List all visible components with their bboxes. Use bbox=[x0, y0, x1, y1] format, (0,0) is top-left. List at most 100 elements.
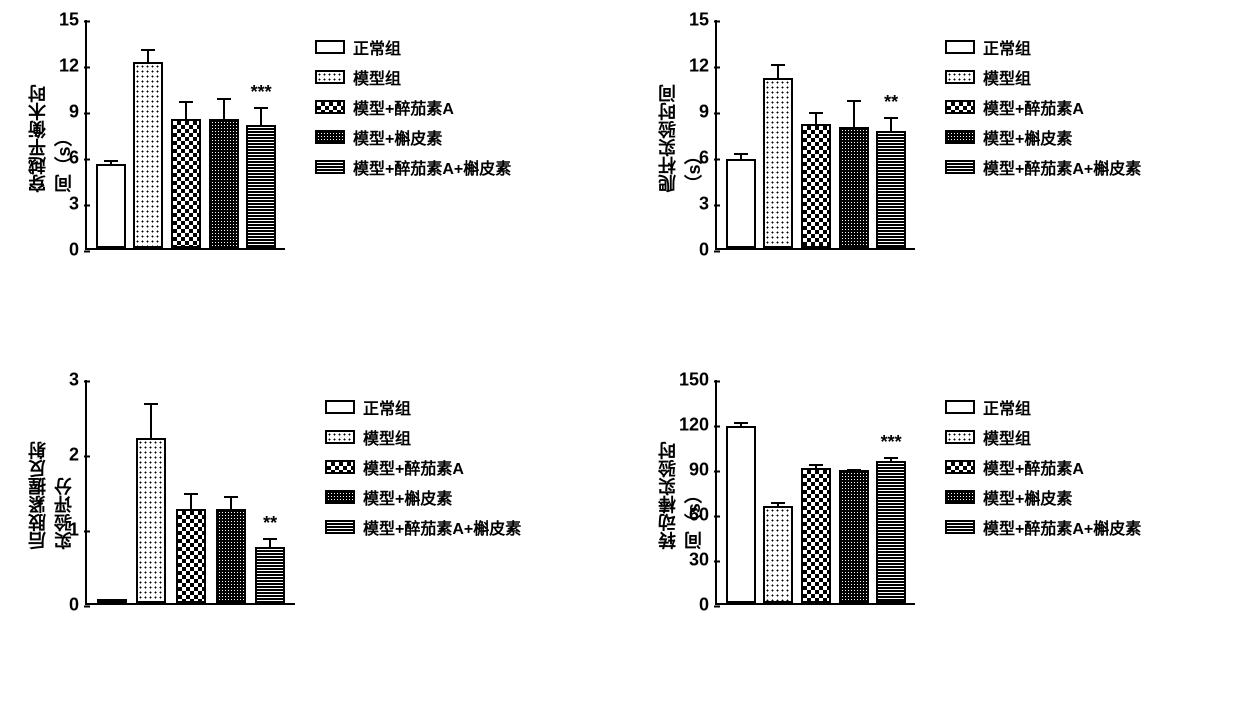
error-cap bbox=[184, 493, 198, 495]
bar bbox=[726, 159, 756, 248]
legend-swatch bbox=[945, 430, 975, 444]
error-bar bbox=[853, 100, 855, 129]
bar bbox=[876, 461, 906, 604]
y-tick: 12 bbox=[59, 56, 87, 77]
bar bbox=[801, 468, 831, 603]
error-cap bbox=[263, 538, 277, 540]
y-tick: 0 bbox=[69, 240, 87, 261]
chart2-plot: 03691215** bbox=[715, 20, 915, 250]
bar bbox=[97, 599, 127, 603]
error-cap bbox=[734, 422, 748, 424]
y-tick: 6 bbox=[699, 148, 717, 169]
legend-item: 模型+醉茄素A bbox=[945, 455, 1141, 479]
error-cap bbox=[179, 101, 193, 103]
error-cap bbox=[141, 49, 155, 51]
y-tick: 150 bbox=[679, 370, 717, 391]
bar-wrapper bbox=[96, 164, 126, 248]
legend-swatch bbox=[325, 520, 355, 534]
error-cap bbox=[771, 64, 785, 66]
legend-label: 模型+槲皮素 bbox=[983, 125, 1072, 149]
bar-wrapper bbox=[763, 506, 793, 604]
y-tick: 3 bbox=[699, 194, 717, 215]
bar bbox=[209, 119, 239, 248]
bar bbox=[176, 509, 206, 603]
error-bar bbox=[223, 98, 225, 121]
error-bar bbox=[230, 496, 232, 511]
error-cap bbox=[144, 403, 158, 405]
bar-wrapper: *** bbox=[876, 461, 906, 604]
legend-swatch bbox=[945, 100, 975, 114]
error-cap bbox=[847, 469, 861, 471]
legend-label: 模型组 bbox=[983, 425, 1031, 449]
legend-label: 模型+醉茄素A bbox=[353, 95, 454, 119]
bar-wrapper: *** bbox=[246, 125, 276, 248]
error-bar bbox=[190, 493, 192, 512]
chart4-area: 转动棒实验时间（s）0306090120150*** bbox=[660, 380, 915, 605]
bar-wrapper: ** bbox=[255, 547, 285, 603]
legend-label: 正常组 bbox=[353, 35, 401, 59]
legend-item: 模型+醉茄素A+槲皮素 bbox=[945, 515, 1141, 539]
chart4-container: 转动棒实验时间（s）0306090120150*** 正常组模型组模型+醉茄素A 模… bbox=[660, 380, 1141, 605]
error-bar bbox=[777, 64, 779, 79]
legend-swatch bbox=[945, 520, 975, 534]
chart2-container: 爬杆实验时间（s）03691215**正常组模型组模型+醉茄素A模型+槲皮素模型… bbox=[660, 20, 1141, 250]
legend-label: 模型+醉茄素A bbox=[363, 455, 464, 479]
error-bar bbox=[815, 112, 817, 126]
chart2-bars: ** bbox=[717, 20, 915, 248]
bar-wrapper bbox=[176, 509, 206, 603]
error-bar bbox=[269, 538, 271, 549]
legend-swatch bbox=[315, 130, 345, 144]
y-tick: 6 bbox=[69, 148, 87, 169]
error-cap bbox=[771, 502, 785, 504]
bar-wrapper bbox=[97, 599, 127, 603]
chart3-plot: 0123** bbox=[85, 380, 295, 605]
legend-label: 正常组 bbox=[363, 395, 411, 419]
legend-label: 模型+醉茄素A+槲皮素 bbox=[983, 515, 1141, 539]
legend-label: 正常组 bbox=[983, 35, 1031, 59]
error-bar bbox=[777, 502, 779, 508]
legend-label: 模型+醉茄素A bbox=[983, 455, 1084, 479]
legend-label: 模型+醉茄素A+槲皮素 bbox=[363, 515, 521, 539]
error-cap bbox=[847, 100, 861, 102]
significance-marker: *** bbox=[251, 82, 272, 103]
y-tick: 3 bbox=[69, 370, 87, 391]
bar-wrapper: ** bbox=[876, 131, 906, 248]
legend-swatch bbox=[945, 130, 975, 144]
y-tick: 0 bbox=[69, 595, 87, 616]
bar bbox=[255, 547, 285, 603]
legend-item: 正常组 bbox=[315, 35, 511, 59]
bar-wrapper bbox=[801, 468, 831, 603]
error-cap bbox=[104, 160, 118, 162]
significance-marker: ** bbox=[884, 92, 898, 113]
y-tick: 0 bbox=[699, 595, 717, 616]
legend-item: 正常组 bbox=[945, 395, 1141, 419]
legend-item: 模型+醉茄素A bbox=[315, 95, 511, 119]
legend-item: 模型+槲皮素 bbox=[325, 485, 521, 509]
error-cap bbox=[809, 112, 823, 114]
error-bar bbox=[890, 457, 892, 463]
legend-label: 模型组 bbox=[983, 65, 1031, 89]
legend-item: 正常组 bbox=[945, 35, 1141, 59]
bar bbox=[726, 426, 756, 603]
legend-swatch bbox=[325, 400, 355, 414]
significance-marker: *** bbox=[881, 432, 902, 453]
legend-label: 正常组 bbox=[983, 395, 1031, 419]
bar bbox=[839, 470, 869, 604]
legend-swatch bbox=[315, 40, 345, 54]
y-tick: 3 bbox=[69, 194, 87, 215]
error-bar bbox=[740, 153, 742, 161]
chart1-area: 穿越平衡木时间（s）03691215*** bbox=[30, 20, 285, 250]
y-tick: 15 bbox=[59, 10, 87, 31]
error-bar bbox=[890, 117, 892, 134]
legend-item: 模型组 bbox=[945, 65, 1141, 89]
bar-wrapper bbox=[763, 78, 793, 248]
bar-wrapper bbox=[133, 62, 163, 248]
y-tick: 12 bbox=[689, 56, 717, 77]
chart1-plot: 03691215*** bbox=[85, 20, 285, 250]
bar-wrapper bbox=[171, 119, 201, 248]
legend-swatch bbox=[945, 460, 975, 474]
error-bar bbox=[740, 422, 742, 428]
bar bbox=[763, 506, 793, 604]
error-cap bbox=[734, 153, 748, 155]
legend-item: 模型+槲皮素 bbox=[945, 485, 1141, 509]
